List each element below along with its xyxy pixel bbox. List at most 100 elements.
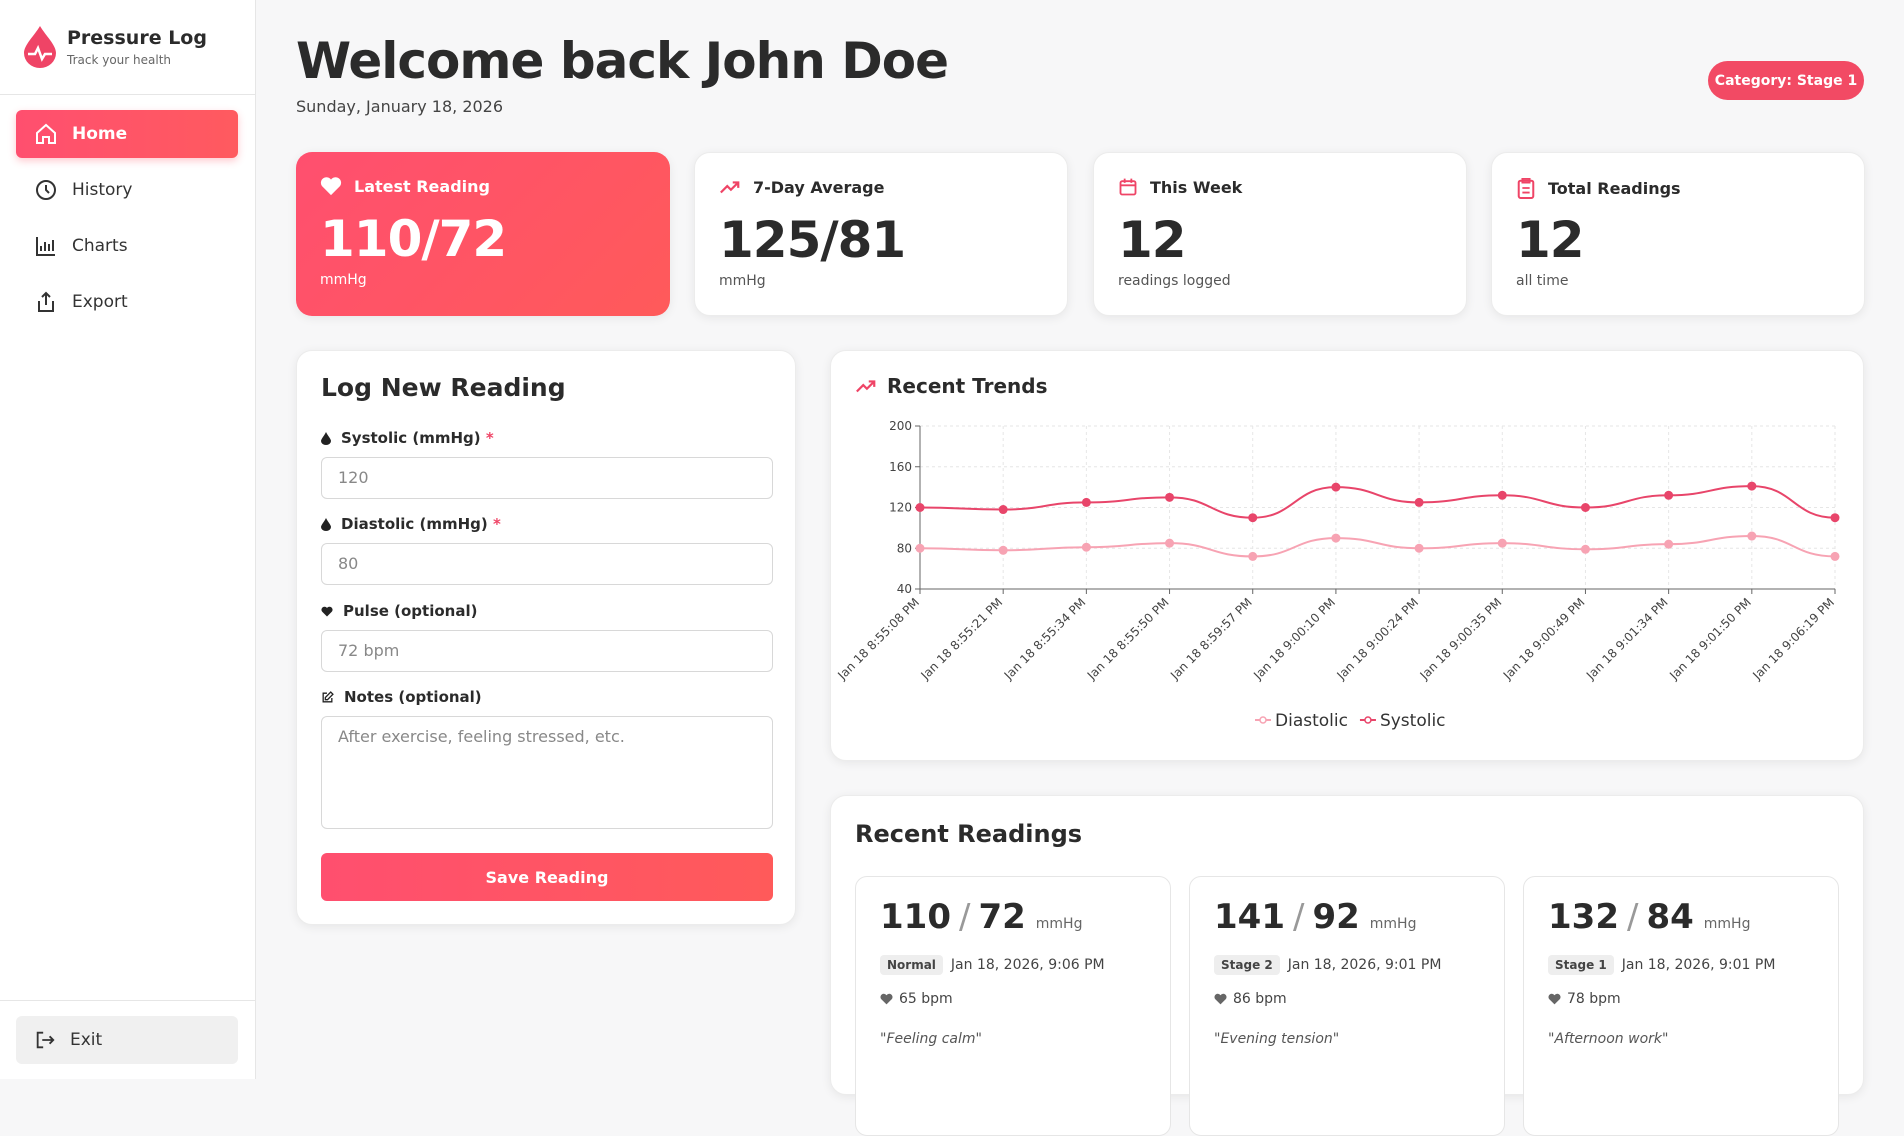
nav-label: History — [72, 180, 133, 200]
tagline: Track your health — [67, 53, 171, 67]
unit: mmHg — [1369, 916, 1417, 932]
category-pill: Stage 2 — [1214, 955, 1280, 975]
data-point — [1497, 538, 1507, 548]
page: Pressure Log Track your health Home Hist… — [0, 0, 1865, 1136]
legend-marker — [1259, 716, 1267, 724]
reading-note: "Afternoon work" — [1548, 1031, 1669, 1047]
data-point — [1664, 539, 1674, 549]
y-tick-label: 40 — [897, 582, 912, 596]
reading-pulse: 78 bpm — [1548, 991, 1621, 1007]
stat-sub: all time — [1516, 273, 1569, 289]
systolic: 141 — [1214, 897, 1285, 937]
x-tick-label: Jan 18 8:55:08 PM — [834, 595, 922, 683]
data-point — [915, 543, 925, 553]
nav-label: Charts — [72, 236, 128, 256]
data-point — [1830, 551, 1840, 561]
data-point — [1414, 543, 1424, 553]
stat-card: This Week 12 readings logged — [1093, 152, 1467, 316]
data-point — [1830, 513, 1840, 523]
nav-history[interactable]: History — [16, 166, 238, 214]
separator: / — [1626, 897, 1639, 937]
legend-label: Systolic — [1380, 711, 1446, 731]
x-tick-label: Jan 18 9:00:24 PM — [1333, 595, 1421, 683]
x-tick-label: Jan 18 8:55:21 PM — [918, 595, 1006, 683]
recent-title: Recent Readings — [855, 820, 1083, 848]
stat-label: Latest Reading — [354, 176, 490, 196]
date: Sunday, January 18, 2026 — [296, 97, 504, 116]
separator: / — [1292, 897, 1305, 937]
logo — [24, 26, 56, 68]
label-text: Notes (optional) — [344, 688, 482, 706]
category-pill: Stage 1 — [1548, 955, 1614, 975]
label-text: Diastolic (mmHg) — [341, 515, 488, 533]
notes-input[interactable]: After exercise, feeling stressed, etc. — [321, 716, 773, 829]
diastolic: 84 — [1646, 897, 1694, 937]
reading-card: 110/72 mmHg Normal Jan 18, 2026, 9:06 PM 65 … — [855, 876, 1171, 1136]
legend-label: Diastolic — [1275, 711, 1348, 731]
category-pill: Normal — [880, 955, 943, 975]
x-tick-label: Jan 18 9:00:49 PM — [1500, 595, 1588, 683]
stat-value: 12 — [1118, 211, 1187, 269]
x-tick-label: Jan 18 9:01:34 PM — [1583, 595, 1671, 683]
form-title: Log New Reading — [321, 373, 566, 402]
reading-card: 132/84 mmHg Stage 1 Jan 18, 2026, 9:01 PM 78… — [1523, 876, 1839, 1136]
unit: mmHg — [1035, 916, 1083, 932]
nav-label: Export — [72, 292, 128, 312]
data-point — [998, 505, 1008, 515]
divider — [0, 94, 256, 95]
nav-home[interactable]: Home — [16, 110, 238, 158]
data-point — [1165, 492, 1175, 502]
data-point — [1081, 497, 1091, 507]
y-tick-label: 160 — [889, 460, 912, 474]
log-form: Log New Reading Systolic (mmHg) * 120 Di… — [296, 350, 796, 925]
reading-pulse: 65 bpm — [880, 991, 953, 1007]
category-badge: Category: Stage 1 — [1708, 61, 1864, 100]
pulse: 65 bpm — [899, 991, 953, 1007]
reading-meta: Stage 1 Jan 18, 2026, 9:01 PM — [1548, 955, 1775, 975]
data-point — [1248, 513, 1258, 523]
x-tick-label: Jan 18 9:00:10 PM — [1250, 595, 1338, 683]
field-label: Diastolic (mmHg) * — [321, 515, 501, 533]
data-point — [1165, 538, 1175, 548]
stat-sub: mmHg — [320, 272, 367, 288]
stat-sub: mmHg — [719, 273, 766, 289]
x-tick-label: Jan 18 9:06:19 PM — [1749, 595, 1837, 683]
required-mark: * — [493, 515, 501, 533]
stat-card: Total Readings 12 all time — [1491, 152, 1865, 316]
pulse: 86 bpm — [1233, 991, 1287, 1007]
data-point — [1580, 544, 1590, 554]
pulse-input[interactable]: 72 bpm — [321, 630, 773, 672]
stat-card: 7-Day Average 125/81 mmHg — [694, 152, 1068, 316]
reading-time: Jan 18, 2026, 9:01 PM — [1287, 957, 1442, 973]
y-tick-label: 200 — [889, 419, 912, 433]
nav-charts[interactable]: Charts — [16, 222, 238, 270]
save-button[interactable]: Save Reading — [321, 853, 773, 901]
field-label: Systolic (mmHg) * — [321, 429, 494, 447]
x-tick-label: Jan 18 8:55:50 PM — [1084, 595, 1172, 683]
y-tick-label: 80 — [897, 541, 912, 555]
x-tick-label: Jan 18 8:59:57 PM — [1167, 595, 1255, 683]
trends-card: Recent Trends 40 80 120 160 200 Jan 18 8:55:0… — [830, 350, 1864, 761]
reading-meta: Stage 2 Jan 18, 2026, 9:01 PM — [1214, 955, 1441, 975]
data-point — [915, 503, 925, 512]
reading-time: Jan 18, 2026, 9:06 PM — [950, 957, 1105, 973]
reading-value: 132/84 mmHg — [1548, 897, 1750, 937]
series-line — [919, 485, 1836, 519]
stat-value: 12 — [1516, 211, 1585, 269]
diastolic-input[interactable]: 80 — [321, 543, 773, 585]
reading-meta: Normal Jan 18, 2026, 9:06 PM — [880, 955, 1105, 975]
data-point — [1580, 503, 1590, 512]
exit-label: Exit — [70, 1030, 103, 1050]
data-point — [1497, 490, 1507, 500]
nav-export[interactable]: Export — [16, 278, 238, 326]
label-text: Systolic (mmHg) — [341, 429, 481, 447]
data-point — [1331, 482, 1341, 492]
label-text: Pulse (optional) — [343, 602, 478, 620]
stat-label: 7-Day Average — [753, 177, 885, 197]
exit-button[interactable]: Exit — [16, 1016, 238, 1064]
reading-note: "Feeling calm" — [880, 1031, 982, 1047]
systolic-input[interactable]: 120 — [321, 457, 773, 499]
pulse: 78 bpm — [1567, 991, 1621, 1007]
reading-value: 110/72 mmHg — [880, 897, 1082, 937]
reading-note: "Evening tension" — [1214, 1031, 1340, 1047]
